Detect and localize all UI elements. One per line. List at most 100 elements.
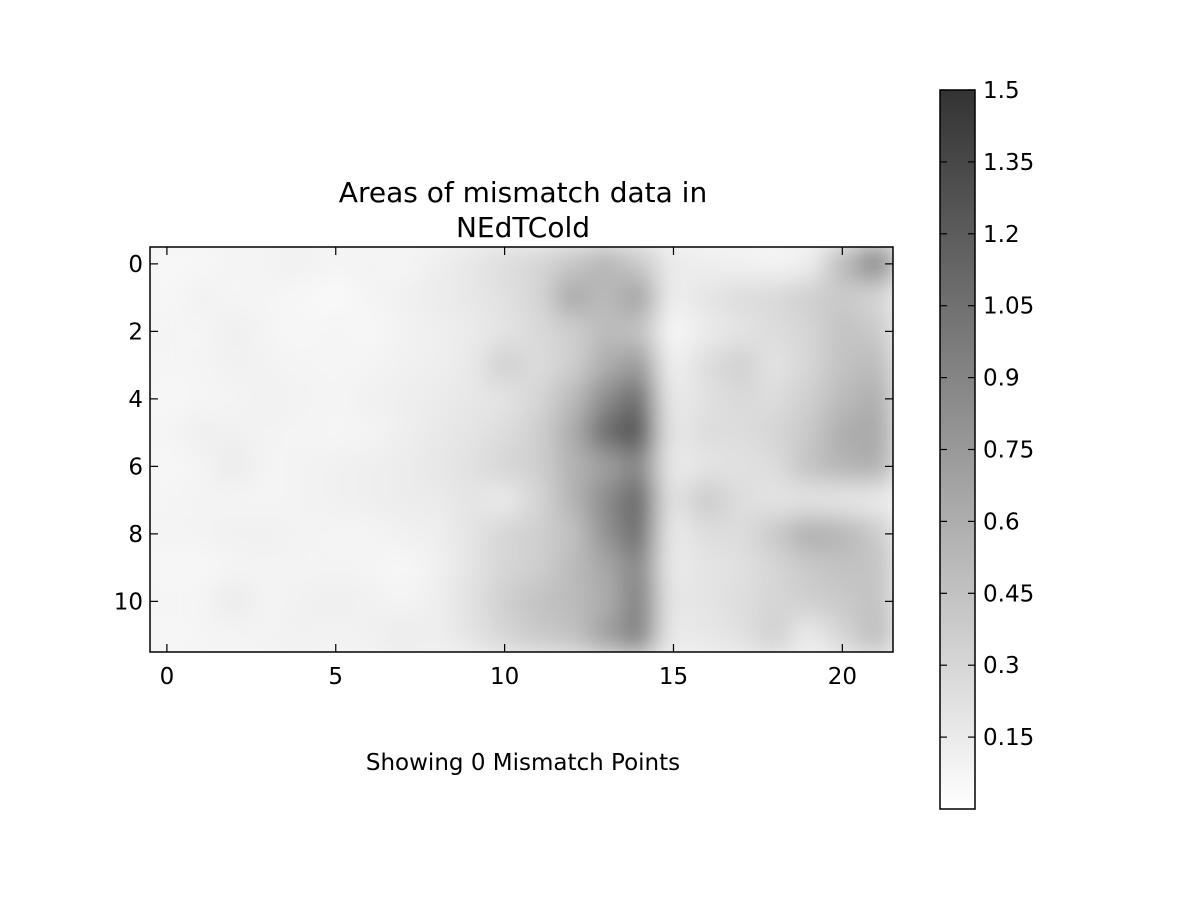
heatmap-cell — [250, 347, 286, 383]
heatmap-cell — [791, 584, 826, 619]
heatmap-cell — [521, 247, 556, 282]
heatmap-cell — [521, 347, 556, 383]
heatmap-cell — [250, 584, 286, 619]
heatmap-cell — [183, 550, 219, 585]
heatmap-cell — [352, 617, 387, 652]
heatmap-cell — [554, 617, 590, 652]
heatmap-cell — [419, 247, 455, 282]
heatmap-cell — [385, 617, 421, 652]
heatmap-cell — [250, 314, 286, 349]
colorbar-tick-label: 1.05 — [983, 294, 1034, 320]
heatmap-cell — [858, 550, 893, 585]
heatmap-cell — [352, 482, 387, 518]
heatmap-cell — [791, 314, 826, 349]
heatmap-cell — [217, 247, 252, 282]
heatmap-cell — [385, 247, 421, 282]
heatmap-cell — [352, 247, 387, 282]
heatmap-cell — [318, 482, 354, 518]
heatmap-cell — [183, 347, 219, 383]
heatmap-cell — [318, 584, 354, 619]
heatmap-cell — [453, 550, 489, 585]
heatmap-cell — [622, 584, 658, 619]
heatmap-cell — [352, 449, 387, 484]
heatmap-cell — [689, 280, 725, 315]
colorbar-tick-label: 0.6 — [983, 509, 1020, 535]
heatmap-cell — [622, 516, 658, 552]
heatmap-cell — [689, 347, 725, 383]
heatmap-cell — [622, 482, 658, 518]
mismatch-caption: Showing 0 Mismatch Points — [366, 750, 680, 776]
heatmap-cell — [352, 516, 387, 552]
x-tick-label: 10 — [490, 664, 519, 690]
heatmap-cell — [689, 516, 725, 552]
heatmap-cell — [791, 381, 826, 417]
heatmap-cell — [352, 280, 387, 315]
heatmap-cell — [554, 550, 590, 585]
heatmap-cell — [588, 449, 624, 484]
heatmap-cell — [757, 280, 793, 315]
heatmap-cell — [757, 516, 793, 552]
heatmap-cell — [723, 516, 759, 552]
heatmap-cell — [453, 347, 489, 383]
heatmap-cell — [588, 347, 624, 383]
heatmap-cell — [824, 584, 860, 619]
heatmap-cell — [554, 482, 590, 518]
heatmap-cell — [757, 381, 793, 417]
heatmap-cell — [689, 314, 725, 349]
heatmap-cell — [554, 280, 590, 315]
heatmap-plot-area — [149, 246, 894, 653]
heatmap-cell — [419, 314, 455, 349]
y-tick-label: 2 — [128, 319, 143, 345]
heatmap-cell — [791, 617, 826, 652]
heatmap-cell — [284, 550, 320, 585]
heatmap-cell — [521, 280, 556, 315]
heatmap-cell — [352, 550, 387, 585]
heatmap-cell — [217, 516, 252, 552]
heatmap-cell — [385, 314, 421, 349]
heatmap-cell — [824, 449, 860, 484]
heatmap-cell — [554, 381, 590, 417]
heatmap-cell — [656, 314, 691, 349]
heatmap-cell — [588, 584, 624, 619]
heatmap-cell — [588, 247, 624, 282]
heatmap-cell — [554, 449, 590, 484]
heatmap-cell — [791, 347, 826, 383]
heatmap-cell — [284, 415, 320, 450]
x-tick-label: 5 — [328, 664, 343, 690]
heatmap-cell — [385, 381, 421, 417]
heatmap-cell — [521, 482, 556, 518]
heatmap-cell — [791, 247, 826, 282]
heatmap-cell — [250, 550, 286, 585]
heatmap-cell — [385, 449, 421, 484]
heatmap-cell — [521, 584, 556, 619]
heatmap-cell — [453, 617, 489, 652]
x-tick-label: 0 — [160, 664, 175, 690]
heatmap-cell — [352, 314, 387, 349]
heatmap-cell — [656, 550, 691, 585]
heatmap-cell — [723, 449, 759, 484]
heatmap-cell — [723, 617, 759, 652]
heatmap-cell — [385, 415, 421, 450]
heatmap-cell — [521, 617, 556, 652]
heatmap-cell — [791, 449, 826, 484]
heatmap-cell — [284, 617, 320, 652]
heatmap-cell — [723, 247, 759, 282]
colorbar: 0.15 0.3 0.45 0.6 0.75 0.9 1.05 1.2 1.35 1.5 — [939, 78, 1034, 810]
heatmap-cell — [858, 482, 893, 518]
heatmap-cell — [554, 415, 590, 450]
heatmap-cell — [352, 584, 387, 619]
x-axis: 0 5 10 15 20 — [160, 247, 857, 690]
heatmap-cell — [487, 516, 522, 552]
heatmap-cell — [757, 584, 793, 619]
heatmap-cell — [419, 347, 455, 383]
heatmap-cell — [318, 415, 354, 450]
heatmap-cell — [419, 449, 455, 484]
heatmap-cell — [858, 280, 893, 315]
heatmap-cell — [487, 482, 522, 518]
heatmap-cell — [723, 347, 759, 383]
heatmap-cell — [656, 449, 691, 484]
heatmap-cell — [250, 617, 286, 652]
heatmap-cell — [554, 584, 590, 619]
heatmap-cell — [723, 415, 759, 450]
heatmap-cell — [284, 247, 320, 282]
